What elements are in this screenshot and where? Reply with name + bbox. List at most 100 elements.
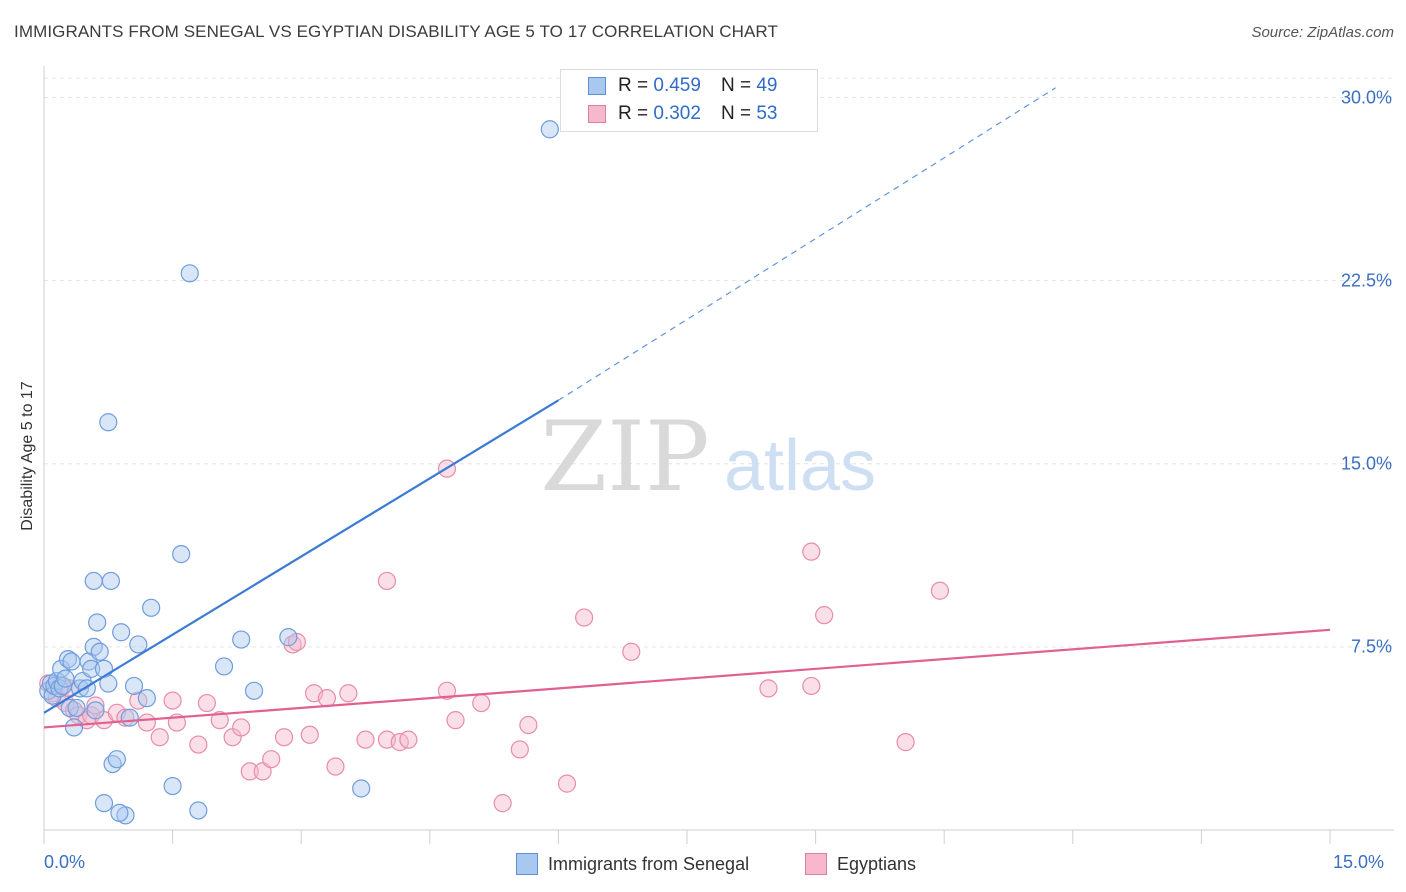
egyptians-point <box>189 735 208 754</box>
trend-lines <box>43 87 1331 729</box>
egyptians-trend-line <box>43 628 1331 729</box>
senegal-point <box>129 635 148 654</box>
senegal-point <box>214 657 234 676</box>
egyptians-point <box>575 608 594 627</box>
source-label: Source: ZipAtlas.com <box>1251 24 1394 41</box>
senegal-point <box>352 779 371 798</box>
egyptians-point <box>339 684 358 703</box>
senegal-point <box>64 718 84 737</box>
x-tick-label-min: 0.0% <box>44 852 86 872</box>
egyptians-point <box>317 689 337 708</box>
watermark-zip: ZIP <box>540 401 709 513</box>
senegal-point <box>82 659 101 678</box>
egyptians-point <box>210 711 229 730</box>
x-tick-label-max: 15.0% <box>1333 852 1385 872</box>
legend-stats: R = 0.459 N = 49 R = 0.302 N = 53 <box>560 69 818 132</box>
senegal-point <box>50 679 69 698</box>
senegal-point <box>84 637 103 656</box>
egyptians-point <box>137 713 156 732</box>
senegal-point <box>86 701 105 720</box>
egyptians-point <box>356 730 375 749</box>
senegal-point <box>67 698 86 718</box>
egyptians-point <box>300 725 319 744</box>
egyptians-point <box>446 711 465 730</box>
senegal-point <box>120 708 139 727</box>
legend-row-senegal: R = 0.459 N = 49 <box>561 73 777 99</box>
senegal-point <box>110 803 129 823</box>
y-tick-label: 30.0% <box>1340 87 1392 108</box>
legend-r-value: 0.459 <box>653 75 701 96</box>
senegal-trend-extension <box>558 87 1056 401</box>
senegal-point <box>101 571 120 591</box>
egyptians-point <box>274 728 294 747</box>
senegal-point <box>142 598 161 617</box>
egyptians-point <box>493 794 512 813</box>
legend-label-egyptians: Egyptians <box>837 853 917 874</box>
senegal-point <box>60 698 79 718</box>
legend-row-egyptians: R = 0.302 N = 53 <box>561 101 777 127</box>
egyptians-point <box>150 728 169 747</box>
egyptians-points <box>39 459 950 813</box>
senegal-point <box>99 413 118 432</box>
egyptians-point <box>326 757 345 776</box>
senegal-trend-line <box>43 399 559 714</box>
egyptians-point <box>557 774 577 793</box>
senegal-point <box>279 628 298 647</box>
egyptians-point <box>802 676 821 696</box>
gridlines <box>44 77 1394 648</box>
egyptians-point <box>437 681 457 700</box>
senegal-point <box>62 652 81 671</box>
egyptians-point <box>197 693 216 713</box>
legend-swatch-senegal <box>588 77 606 95</box>
egyptians-point <box>472 693 491 713</box>
y-tick-label: 7.5% <box>1350 636 1392 657</box>
legend-r-value: 0.302 <box>653 103 701 124</box>
egyptians-point <box>232 718 251 737</box>
legend-swatch-egyptians <box>805 853 827 875</box>
legend-n-label: N = <box>720 103 752 124</box>
senegal-point <box>56 669 75 688</box>
senegal-point <box>124 676 144 696</box>
egyptians-point <box>287 632 307 652</box>
watermark-atlas: atlas <box>724 426 876 506</box>
senegal-point <box>90 642 109 661</box>
y-tick-label: 22.5% <box>1340 270 1392 291</box>
egyptians-point <box>377 571 397 591</box>
legend-swatch-senegal <box>516 853 538 875</box>
senegal-point <box>163 776 182 796</box>
legend-r-label: R = <box>618 75 649 96</box>
chart-title: IMMIGRANTS FROM SENEGAL VS EGYPTIAN DISA… <box>14 22 778 41</box>
egyptians-point <box>163 691 182 710</box>
egyptians-point <box>815 606 834 625</box>
egyptians-point <box>622 642 641 661</box>
senegal-point <box>107 750 126 769</box>
legend-item-senegal[interactable]: Immigrants from Senegal <box>516 853 749 875</box>
legend-n-label: N = <box>720 75 752 96</box>
senegal-point <box>540 120 559 139</box>
watermark: ZIP atlas <box>540 401 876 513</box>
senegal-point <box>180 264 199 283</box>
senegal-point <box>112 623 131 642</box>
senegal-point <box>189 801 208 820</box>
egyptians-point <box>930 581 950 600</box>
egyptians-point <box>262 750 281 769</box>
senegal-point <box>232 630 251 649</box>
senegal-point <box>172 545 191 564</box>
legend-n-value: 53 <box>756 103 778 124</box>
egyptians-point <box>759 679 778 698</box>
senegal-point <box>94 794 114 813</box>
legend-label-senegal: Immigrants from Senegal <box>548 853 750 874</box>
egyptians-point <box>896 733 915 752</box>
legend-item-egyptians[interactable]: Egyptians <box>805 853 916 875</box>
egyptians-point <box>802 542 821 561</box>
axes <box>43 66 1394 844</box>
legend-swatch-egyptians <box>588 105 606 123</box>
legend-n-value: 49 <box>756 75 778 96</box>
egyptians-point <box>399 730 418 749</box>
egyptians-point <box>510 740 529 759</box>
senegal-point <box>84 571 103 591</box>
senegal-point <box>88 613 107 632</box>
egyptians-point <box>519 715 538 735</box>
senegal-points <box>39 120 559 825</box>
